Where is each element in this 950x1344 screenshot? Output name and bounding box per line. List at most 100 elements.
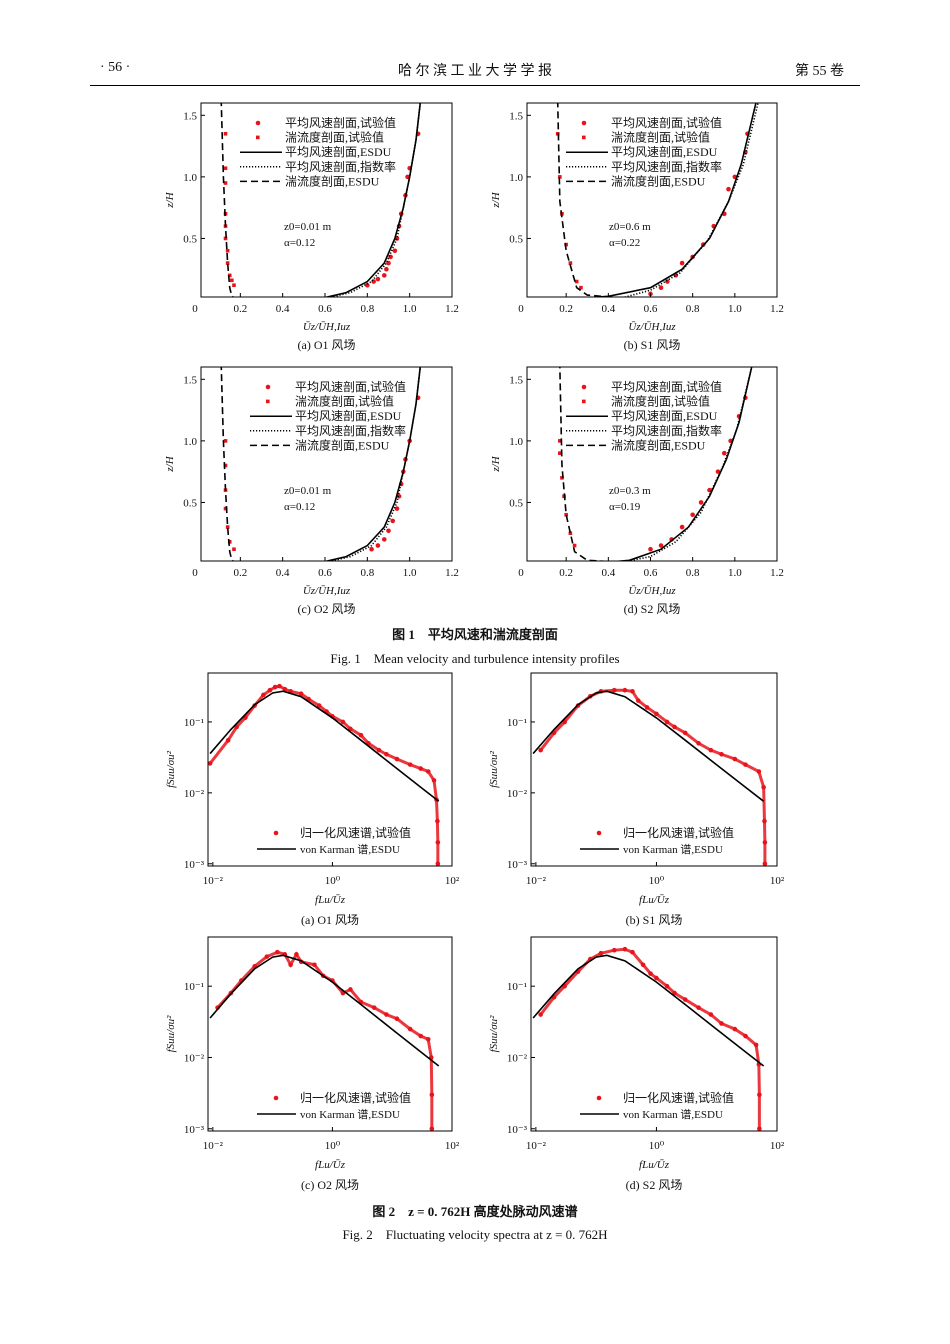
plot-frame: [207, 936, 453, 1132]
data-point: [277, 683, 282, 689]
data-point: [223, 506, 228, 511]
x-tick-label: 10⁻²: [203, 1140, 224, 1152]
data-point: [227, 273, 232, 278]
legend-dot-marker: [273, 830, 279, 836]
plot-area: [209, 949, 440, 1131]
data-point: [761, 784, 766, 790]
data-point: [658, 285, 664, 290]
data-point: [648, 971, 653, 976]
series-line-1: [532, 690, 765, 802]
legend-label: 湍流度剖面,ESDU: [295, 437, 390, 452]
x-tick-label: 0.6: [644, 567, 658, 579]
legend-label: 湍流度剖面,ESDU: [611, 437, 706, 452]
annotation: α=0.19: [609, 501, 641, 513]
plot-frame: [530, 672, 778, 867]
data-point: [375, 543, 381, 548]
data-point: [743, 1033, 748, 1039]
legend-label: von Karman 谱,ESDU: [300, 842, 400, 856]
fig2-title-cn: 图 2 z = 0. 762H 高度处脉动风速谱: [372, 1204, 578, 1219]
data-point: [564, 512, 568, 517]
x-tick-label: 0.4: [276, 567, 290, 579]
data-point: [261, 692, 266, 698]
experimental-trace: [539, 947, 761, 1129]
plot-frame: [200, 366, 453, 562]
data-point: [223, 131, 228, 136]
data-point: [384, 751, 389, 757]
data-point: [568, 531, 573, 536]
y-axis-label: fSuu/σu²: [165, 1015, 177, 1053]
data-point: [232, 547, 236, 552]
x-tick-label: 1.2: [770, 567, 784, 579]
data-point: [732, 756, 738, 762]
x-tick-label: 1.2: [770, 303, 784, 315]
plot-frame: [200, 102, 453, 298]
data-point: [698, 500, 704, 505]
data-point: [654, 711, 659, 717]
x-tick-label: 0.8: [360, 303, 374, 315]
x-tick-label: 0.8: [686, 567, 700, 579]
panel-caption: (c) O2 风场: [298, 602, 356, 616]
data-point: [721, 450, 727, 456]
legend-label: 平均风速剖面,试验值: [611, 115, 722, 130]
data-point: [371, 1005, 377, 1010]
legend-label: 湍流度剖面,试验值: [285, 130, 384, 145]
legend-dot-marker: [255, 120, 261, 126]
data-point: [429, 1092, 435, 1098]
volume-label: 第 55 卷: [795, 64, 844, 79]
y-tick-label: 1.5: [183, 374, 197, 386]
data-point: [756, 769, 762, 774]
data-point: [654, 975, 659, 981]
legend-label: 平均风速剖面,ESDU: [295, 409, 402, 423]
x-tick-label: 10⁰: [649, 875, 665, 887]
data-point: [558, 175, 562, 179]
data-point: [392, 248, 398, 254]
data-point: [223, 236, 228, 241]
data-point: [208, 761, 213, 766]
data-point: [431, 778, 437, 783]
data-point: [568, 261, 573, 265]
legend-dot-marker: [581, 120, 587, 126]
x-tick-label: 1.2: [445, 567, 459, 579]
x-tick-label: 0: [192, 303, 198, 315]
data-point: [726, 186, 731, 192]
plot-frame: [526, 366, 778, 562]
y-tick-label: 10⁻²: [184, 788, 205, 800]
annotation: z0=0.3 m: [609, 485, 651, 497]
data-point: [672, 724, 677, 730]
data-point: [682, 730, 688, 736]
data-point: [732, 1026, 738, 1032]
x-tick-label: 0.6: [644, 303, 658, 315]
data-point: [753, 1042, 759, 1048]
x-tick-label: 0.4: [601, 567, 615, 579]
data-point: [635, 698, 641, 703]
legend-label: 平均风速剖面,ESDU: [611, 409, 718, 423]
legend-label: 平均风速剖面,ESDU: [611, 145, 718, 159]
data-point: [272, 684, 278, 690]
plot-area: [220, 103, 422, 297]
data-point: [648, 546, 653, 552]
legend-square-marker: [582, 399, 586, 404]
panel-caption: (b) S1 风场: [626, 913, 683, 927]
fig1-title-cn: 图 1 平均风速和湍流度剖面: [392, 627, 558, 642]
legend-label: 归一化风速谱,试验值: [300, 825, 411, 840]
series-line-4: [556, 103, 619, 297]
x-tick-label: 0.2: [559, 567, 573, 579]
x-axis-label: Ūz/ŪH,Iuz: [303, 321, 351, 333]
data-point: [225, 261, 230, 265]
data-point: [719, 1021, 724, 1026]
chart-panel-1: 0 0.2 0.4 0.6 0.8 1.0 1.2 0.5 1.0 1.5 Ūz/ŪH,Iuz z/H…: [490, 102, 784, 352]
data-point: [227, 540, 232, 544]
data-point: [640, 962, 646, 968]
data-point: [418, 1033, 424, 1039]
plot-frame: [207, 672, 453, 867]
y-axis-label: z/H: [490, 455, 502, 472]
data-point: [630, 949, 635, 955]
y-axis-label: fSuu/σu²: [165, 750, 177, 788]
y-tick-label: 10⁻²: [507, 1052, 528, 1064]
data-point: [425, 769, 431, 774]
y-tick-label: 10⁻¹: [184, 717, 204, 729]
annotation: α=0.22: [609, 237, 640, 249]
legend-square-marker: [582, 135, 586, 140]
